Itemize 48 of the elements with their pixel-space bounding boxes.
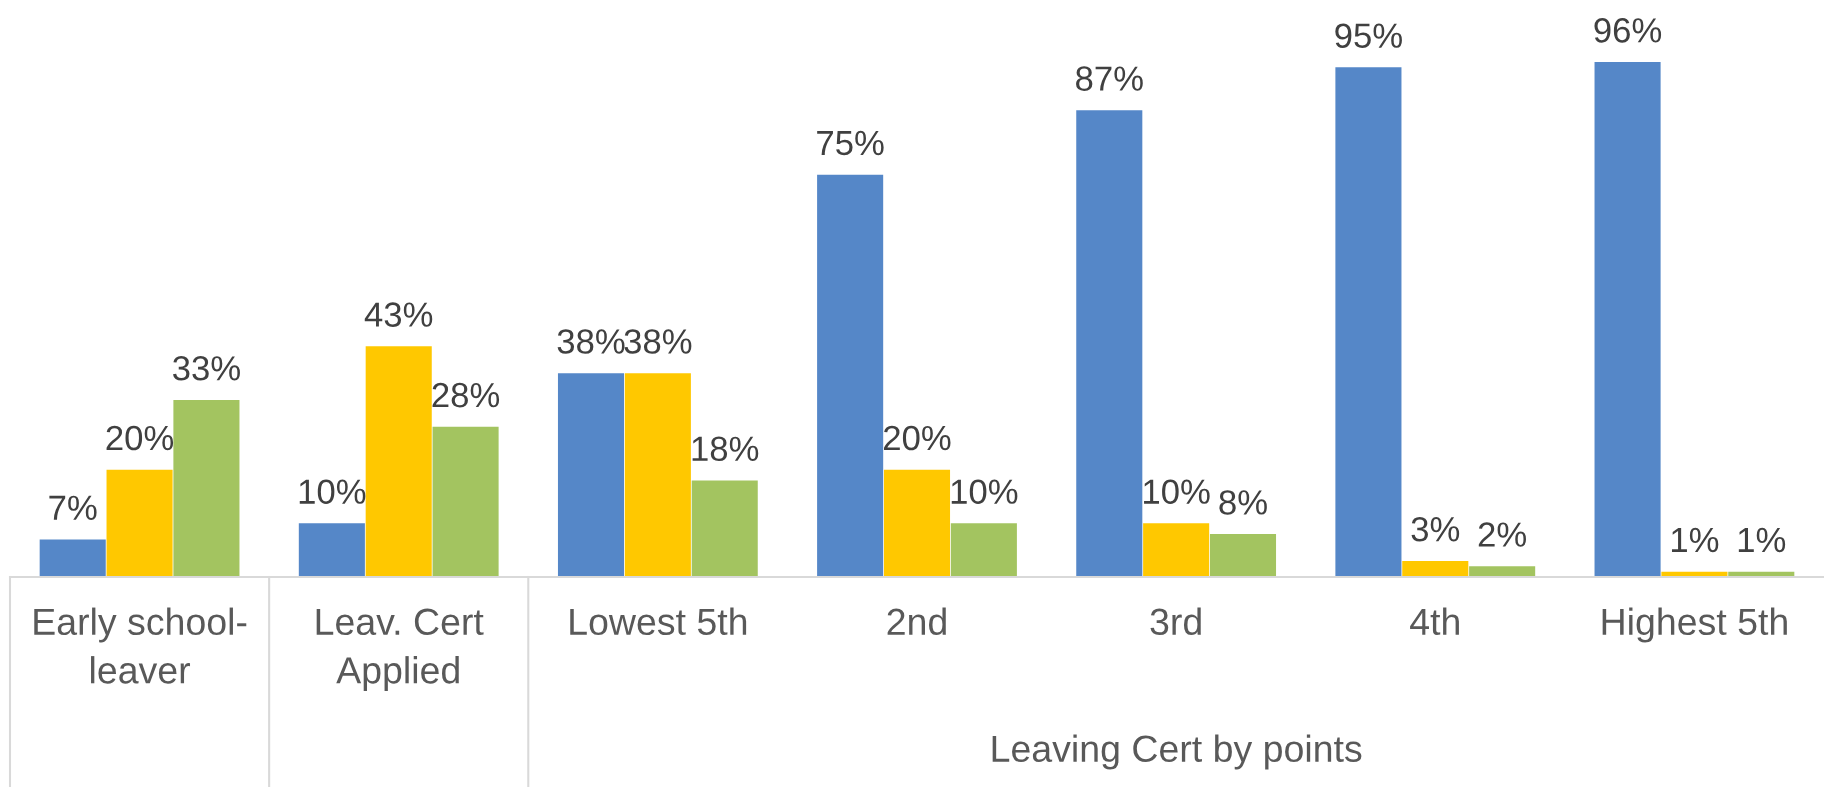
data-label: 8% <box>1219 490 1267 515</box>
x-tick-label: Early school- leaver <box>34 607 247 684</box>
data-label: 87% <box>1076 66 1143 91</box>
bar <box>298 523 365 577</box>
data-label: 20% <box>884 425 951 451</box>
bar <box>883 469 951 577</box>
data-label: 2% <box>1478 522 1526 547</box>
x-tick-label: 4th <box>1410 607 1459 636</box>
data-label: 33% <box>173 356 240 381</box>
bar <box>173 399 240 577</box>
data-label: 1% <box>1738 527 1786 553</box>
bar <box>691 480 758 577</box>
bar <box>1594 62 1661 577</box>
x-axis-title: Leaving Cert by points <box>992 734 1362 770</box>
bar <box>106 469 173 577</box>
data-label: 43% <box>364 302 433 327</box>
bar <box>1335 67 1402 577</box>
bar <box>432 426 499 577</box>
x-tick-label: Highest 5th <box>1602 607 1787 643</box>
x-tick-label: Leav. Cert Applied <box>316 608 484 692</box>
data-label: 10% <box>951 479 1018 504</box>
bar <box>950 523 1017 577</box>
bar <box>365 346 432 577</box>
bar <box>817 174 884 577</box>
data-label: 10% <box>299 479 366 504</box>
data-label: 96% <box>1594 18 1662 43</box>
x-tick-label: 3rd <box>1150 607 1201 636</box>
bar <box>1402 560 1469 577</box>
data-label: 75% <box>817 130 884 156</box>
bar <box>557 373 625 577</box>
x-tick-label: Lowest 5th <box>570 607 747 636</box>
data-label: 38% <box>624 329 692 354</box>
bar <box>1076 110 1143 577</box>
data-label: 20% <box>106 425 174 451</box>
x-tick-label: 2nd <box>887 607 946 636</box>
data-label: 10% <box>1144 479 1210 504</box>
data-label: 1% <box>1671 527 1719 553</box>
bar <box>1469 566 1536 577</box>
data-label: 28% <box>432 382 500 408</box>
bar <box>624 373 691 577</box>
bar <box>1143 523 1210 577</box>
bar <box>1209 534 1277 577</box>
data-label: 38% <box>557 329 625 354</box>
data-label: 95% <box>1335 23 1402 48</box>
data-label: 7% <box>49 495 97 520</box>
data-label: 3% <box>1411 516 1460 542</box>
bar <box>39 539 106 577</box>
data-label: 18% <box>692 436 759 462</box>
